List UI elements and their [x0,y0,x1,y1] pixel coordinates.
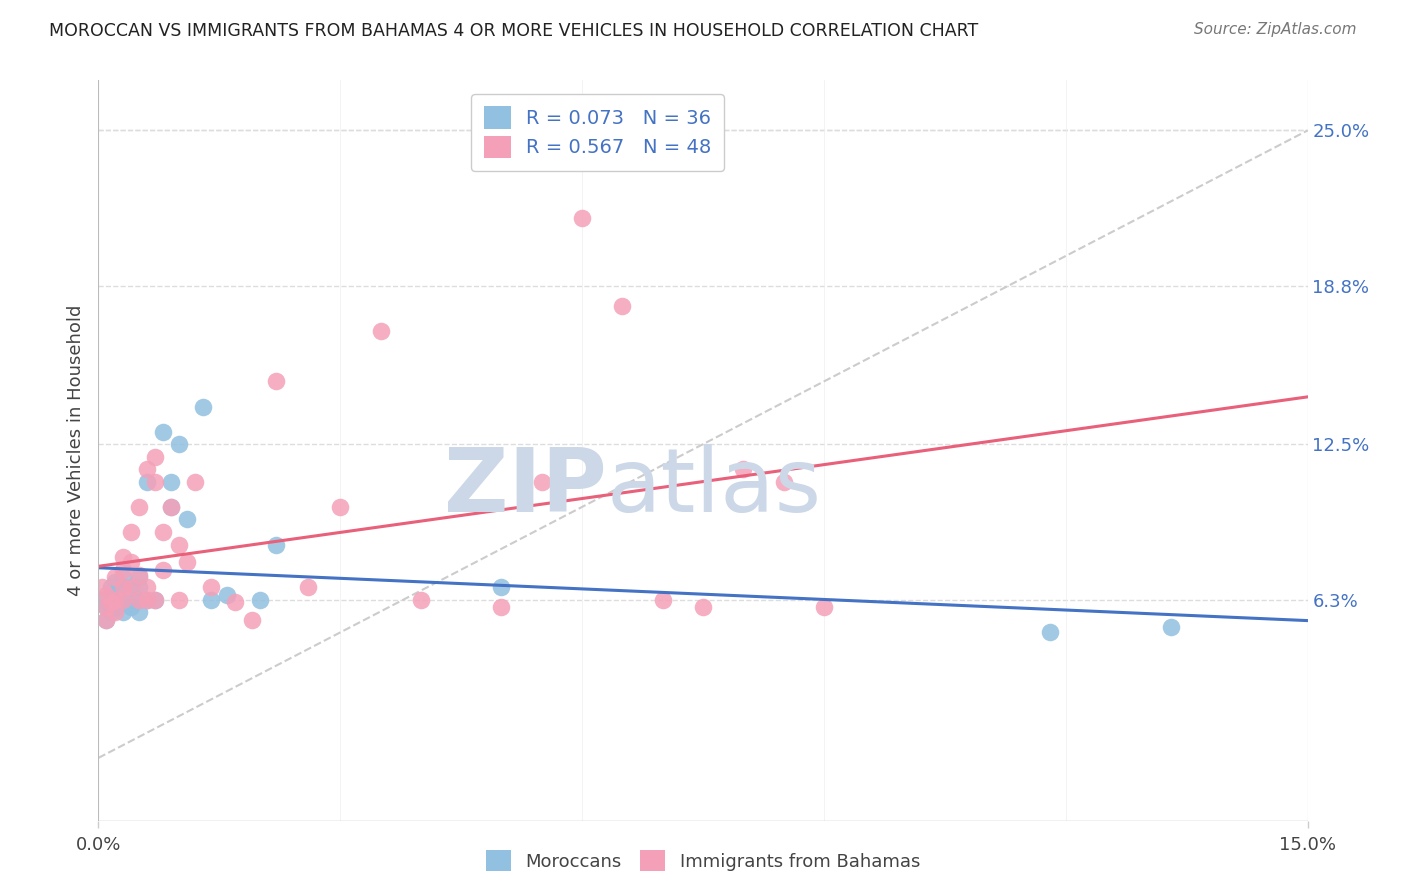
Legend: Moroccans, Immigrants from Bahamas: Moroccans, Immigrants from Bahamas [478,843,928,879]
Point [152,563,174,577]
Point [143,592,166,607]
Point [96,613,118,627]
Point [128,570,150,584]
Point [176,555,198,569]
Point [135,580,157,594]
Point [143,592,166,607]
Point [103,575,125,590]
Point [167,592,190,607]
Point [224,595,246,609]
Point [100,580,122,594]
Point [193,400,215,414]
Point [111,580,134,594]
Point [96,613,118,627]
Point [143,475,166,489]
Text: MOROCCAN VS IMMIGRANTS FROM BAHAMAS 4 OR MORE VEHICLES IN HOUSEHOLD CORRELATION : MOROCCAN VS IMMIGRANTS FROM BAHAMAS 4 OR… [49,22,979,40]
Point [200,580,222,594]
Point [160,500,183,514]
Point [120,580,142,594]
Point [167,538,190,552]
Point [111,570,134,584]
Point [111,580,134,594]
Point [103,600,125,615]
Point [160,500,183,514]
Point [1160,620,1182,634]
Point [184,475,207,489]
Point [249,592,271,607]
Point [1039,625,1062,640]
Point [111,592,134,607]
Point [128,592,150,607]
Point [128,567,150,582]
Point [100,595,122,609]
Point [152,425,174,439]
Point [128,592,150,607]
Point [772,475,794,489]
Point [100,605,122,619]
Point [612,299,634,313]
Point [297,580,319,594]
Point [217,588,239,602]
Text: Source: ZipAtlas.com: Source: ZipAtlas.com [1194,22,1357,37]
Point [120,524,142,539]
Point [813,600,835,615]
Point [651,592,673,607]
Point [96,588,118,602]
Point [96,600,118,615]
Point [128,500,150,514]
Point [264,375,287,389]
Point [91,580,114,594]
Point [135,592,157,607]
Point [96,600,118,615]
Point [571,211,593,226]
Point [491,580,513,594]
Point [111,550,134,565]
Point [120,580,142,594]
Point [135,592,157,607]
Point [103,605,125,619]
Legend: R = 0.073   N = 36, R = 0.567   N = 48: R = 0.073 N = 36, R = 0.567 N = 48 [471,94,724,170]
Point [103,592,125,607]
Point [128,605,150,619]
Point [329,500,352,514]
Point [103,595,125,609]
Point [240,613,263,627]
Point [733,462,755,476]
Point [120,592,142,607]
Point [91,592,114,607]
Point [160,475,183,489]
Point [120,555,142,569]
Point [167,437,190,451]
Point [111,592,134,607]
Point [409,592,432,607]
Point [152,524,174,539]
Point [143,450,166,464]
Point [103,588,125,602]
Point [264,538,287,552]
Point [103,570,125,584]
Point [491,600,513,615]
Y-axis label: 4 or more Vehicles in Household: 4 or more Vehicles in Household [66,305,84,596]
Point [128,580,150,594]
Point [200,592,222,607]
Point [111,605,134,619]
Text: ZIP: ZIP [443,444,606,531]
Text: atlas: atlas [606,444,821,531]
Point [176,512,198,526]
Point [692,600,714,615]
Point [111,563,134,577]
Point [530,475,553,489]
Point [370,324,392,338]
Point [120,600,142,615]
Point [135,475,157,489]
Point [135,462,157,476]
